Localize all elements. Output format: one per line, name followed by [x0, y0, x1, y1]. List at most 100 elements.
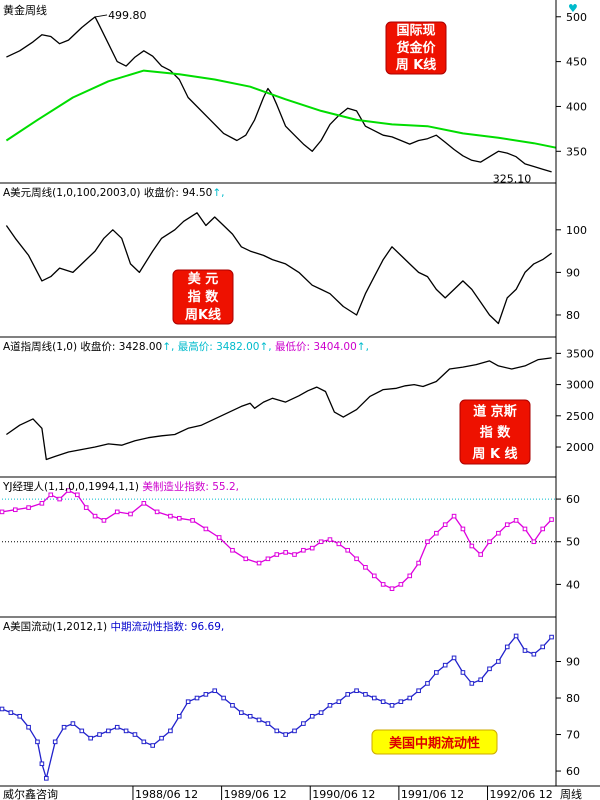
y-tick-label: 3500	[566, 347, 594, 360]
series-point	[92, 513, 98, 519]
series-point	[540, 644, 546, 650]
y-tick-label: 350	[566, 145, 587, 158]
series-point	[504, 522, 510, 527]
panel-2: 80 90 100 A美元周线(1,0,100,2003,0) 收盘价: 94.50↑…	[0, 186, 587, 338]
series-line-index	[1, 635, 553, 779]
series-point	[283, 550, 288, 555]
series-point	[522, 526, 528, 532]
series-point	[549, 634, 554, 640]
panel-header-part-1: ↑, 最高价: 3482.00	[162, 340, 259, 353]
label-box	[459, 399, 531, 465]
panel-4: 40 50 60 YJ经理人(1,1,0,0,1994,1,1) 美制造业指数: 55…	[0, 480, 580, 618]
series-point	[407, 695, 413, 701]
series-point	[221, 695, 226, 701]
label-box-line: 道 京斯	[473, 403, 517, 419]
series-point	[487, 539, 492, 545]
series-point	[97, 732, 102, 737]
annotation-label: 325.10	[493, 173, 531, 186]
annotation-leader	[94, 14, 108, 18]
series-point	[354, 556, 359, 562]
panel-header: A美国流动(1,2012,1) 中期流动性指数: 96.69,	[3, 620, 224, 633]
y-tick-label: 2000	[566, 441, 594, 454]
series-point	[478, 552, 483, 557]
panel-header-part-1: 中期流动性指数: 96.69,	[110, 620, 224, 633]
series-point	[0, 509, 5, 515]
series-point	[336, 541, 342, 547]
series-point	[8, 710, 14, 715]
series-point	[469, 681, 475, 686]
series-point	[318, 539, 324, 545]
label-box	[371, 729, 498, 755]
series-point	[106, 728, 111, 734]
series-line-price	[6, 357, 552, 461]
series-point	[154, 509, 160, 515]
y-tick-label: 90	[566, 656, 580, 669]
panel-header-part-4: ↑,	[357, 341, 369, 353]
label-box-line: 指 数	[188, 289, 220, 305]
label-box	[172, 269, 234, 325]
series-point	[265, 721, 271, 726]
series-point	[35, 739, 40, 745]
series-point	[66, 488, 71, 493]
label-box-line: 周 K 线	[472, 446, 517, 462]
series-point	[513, 518, 519, 523]
series-point	[39, 761, 45, 767]
series-point	[504, 644, 510, 650]
series-point	[247, 713, 253, 719]
series-point	[57, 496, 62, 502]
series-point	[531, 651, 537, 657]
series-point	[265, 556, 271, 562]
y-tick-label: 70	[566, 729, 580, 742]
series-point	[487, 666, 492, 672]
x-tick-label: 1989/06 12	[224, 788, 287, 800]
series-line-price	[6, 16, 552, 173]
series-point	[425, 539, 430, 545]
panel-5: 60 70 80 90 A美国流动(1,2012,1) 中期流动性指数: 96.69, 美…	[0, 620, 580, 787]
x-tick-label: 1991/06 12	[401, 788, 464, 800]
series-point	[75, 492, 80, 498]
series-point	[549, 517, 554, 522]
series-point	[345, 547, 350, 553]
series-point	[451, 513, 457, 519]
y-tick-label: 50	[566, 536, 580, 549]
series-point	[203, 692, 209, 697]
series-point	[0, 706, 5, 712]
panel-header: 黄金周线	[3, 3, 47, 17]
series-point	[363, 692, 368, 697]
label-box-line: 周 K线	[396, 57, 437, 73]
series-point	[212, 688, 218, 694]
series-point	[101, 518, 107, 523]
panel-header-part-3: 最低价: 3404.00	[275, 340, 357, 353]
series-point	[327, 537, 333, 542]
series-point	[159, 735, 164, 741]
series-point	[442, 522, 448, 527]
series-point	[150, 743, 155, 748]
up-arrow-icon: ♥	[568, 2, 578, 15]
y-tick-label: 500	[566, 11, 587, 24]
series-point	[434, 670, 439, 675]
panel-header-part-0: A美国流动(1,2012,1)	[3, 620, 110, 633]
series-point	[48, 492, 54, 498]
series-line-moving-average	[5, 69, 557, 149]
x-period-label: 周线	[560, 787, 582, 800]
panel-header-part-1: 美制造业指数: 55.2,	[142, 480, 239, 493]
series-point	[12, 507, 18, 513]
series-point	[354, 688, 359, 694]
y-tick-label: 2500	[566, 410, 594, 423]
series-point	[230, 703, 235, 708]
series-point	[416, 688, 421, 694]
series-line-price	[5, 212, 552, 325]
series-point	[309, 713, 315, 719]
series-point	[88, 735, 93, 741]
y-tick-label: 90	[566, 266, 580, 279]
series-point	[292, 728, 297, 734]
series-point	[345, 692, 350, 697]
series-point	[123, 728, 129, 734]
y-tick-label: 40	[566, 578, 580, 591]
series-point	[522, 648, 528, 653]
series-point	[79, 728, 85, 734]
series-point	[203, 526, 209, 532]
